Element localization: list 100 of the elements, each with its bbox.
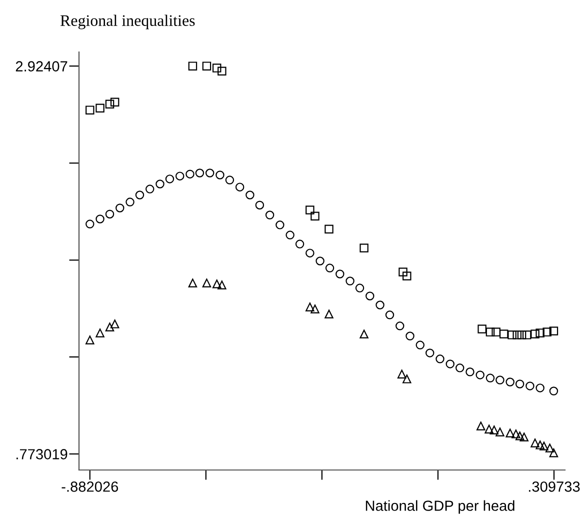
x-tick-label: .309733 bbox=[528, 481, 580, 492]
point bbox=[202, 278, 212, 288]
point bbox=[536, 384, 544, 392]
point bbox=[515, 380, 524, 388]
point bbox=[376, 300, 384, 310]
point bbox=[540, 442, 548, 450]
y-axis-title: Regional inequalities bbox=[60, 14, 195, 30]
point bbox=[205, 168, 214, 178]
point bbox=[490, 426, 498, 434]
point bbox=[512, 330, 522, 340]
point bbox=[508, 330, 516, 340]
point bbox=[446, 360, 454, 368]
point bbox=[396, 322, 404, 330]
point bbox=[310, 304, 320, 314]
point bbox=[86, 220, 94, 228]
point bbox=[265, 210, 274, 220]
point bbox=[499, 330, 508, 338]
point bbox=[175, 172, 184, 180]
point bbox=[286, 230, 294, 240]
point bbox=[416, 340, 425, 350]
point bbox=[366, 292, 374, 300]
point bbox=[255, 200, 264, 210]
point bbox=[397, 370, 406, 378]
point bbox=[324, 310, 334, 318]
point bbox=[512, 430, 520, 438]
point bbox=[486, 374, 495, 382]
point bbox=[402, 374, 412, 384]
point bbox=[476, 422, 486, 430]
point bbox=[478, 324, 486, 334]
point bbox=[218, 66, 226, 76]
point bbox=[484, 424, 494, 434]
point bbox=[186, 170, 194, 178]
point bbox=[316, 256, 324, 266]
point bbox=[425, 348, 434, 358]
point bbox=[310, 212, 320, 220]
point bbox=[549, 448, 558, 458]
point bbox=[216, 170, 224, 180]
point bbox=[212, 280, 222, 288]
point bbox=[549, 386, 558, 396]
point bbox=[146, 184, 154, 194]
point bbox=[276, 220, 284, 230]
point bbox=[156, 180, 164, 188]
point bbox=[346, 276, 354, 286]
point bbox=[545, 444, 554, 452]
point bbox=[126, 198, 134, 206]
point bbox=[86, 106, 94, 114]
point bbox=[306, 248, 314, 258]
x-tick-label: -.882026 bbox=[62, 481, 118, 492]
point bbox=[295, 240, 304, 248]
point bbox=[246, 190, 254, 200]
y-tick-label: 2.92407 bbox=[16, 61, 68, 72]
point bbox=[406, 332, 414, 340]
point bbox=[96, 214, 104, 224]
point bbox=[526, 382, 534, 390]
point bbox=[96, 328, 104, 338]
point bbox=[212, 64, 222, 72]
point bbox=[542, 328, 552, 336]
point bbox=[325, 264, 334, 272]
point bbox=[235, 182, 244, 192]
point bbox=[105, 100, 114, 108]
point bbox=[517, 330, 526, 340]
point bbox=[225, 176, 234, 184]
point bbox=[202, 62, 212, 70]
point bbox=[355, 284, 364, 292]
point bbox=[96, 104, 104, 112]
point bbox=[549, 326, 558, 336]
point bbox=[360, 330, 368, 338]
point bbox=[515, 432, 524, 440]
point bbox=[536, 440, 544, 450]
point bbox=[536, 328, 544, 338]
point bbox=[324, 224, 334, 234]
point bbox=[506, 378, 514, 386]
point bbox=[436, 354, 444, 364]
point bbox=[306, 302, 314, 312]
point bbox=[492, 328, 500, 336]
y-tick-label: .773019 bbox=[16, 449, 68, 460]
point bbox=[135, 190, 144, 200]
point bbox=[116, 204, 124, 212]
point bbox=[520, 432, 528, 442]
point bbox=[195, 168, 204, 178]
x-axis-title: National GDP per head bbox=[366, 500, 514, 514]
point bbox=[385, 310, 394, 320]
point bbox=[455, 364, 464, 372]
point bbox=[530, 438, 540, 448]
point bbox=[522, 330, 532, 340]
point bbox=[218, 280, 226, 290]
point bbox=[506, 428, 514, 438]
point bbox=[466, 368, 474, 376]
point bbox=[188, 62, 198, 70]
point bbox=[496, 428, 504, 436]
point bbox=[486, 328, 495, 336]
point bbox=[530, 330, 540, 338]
point bbox=[476, 370, 484, 380]
point bbox=[306, 206, 314, 214]
point bbox=[165, 174, 174, 184]
point bbox=[86, 336, 94, 344]
point bbox=[105, 322, 114, 332]
point bbox=[402, 272, 412, 280]
point bbox=[398, 268, 408, 276]
point bbox=[336, 270, 344, 278]
